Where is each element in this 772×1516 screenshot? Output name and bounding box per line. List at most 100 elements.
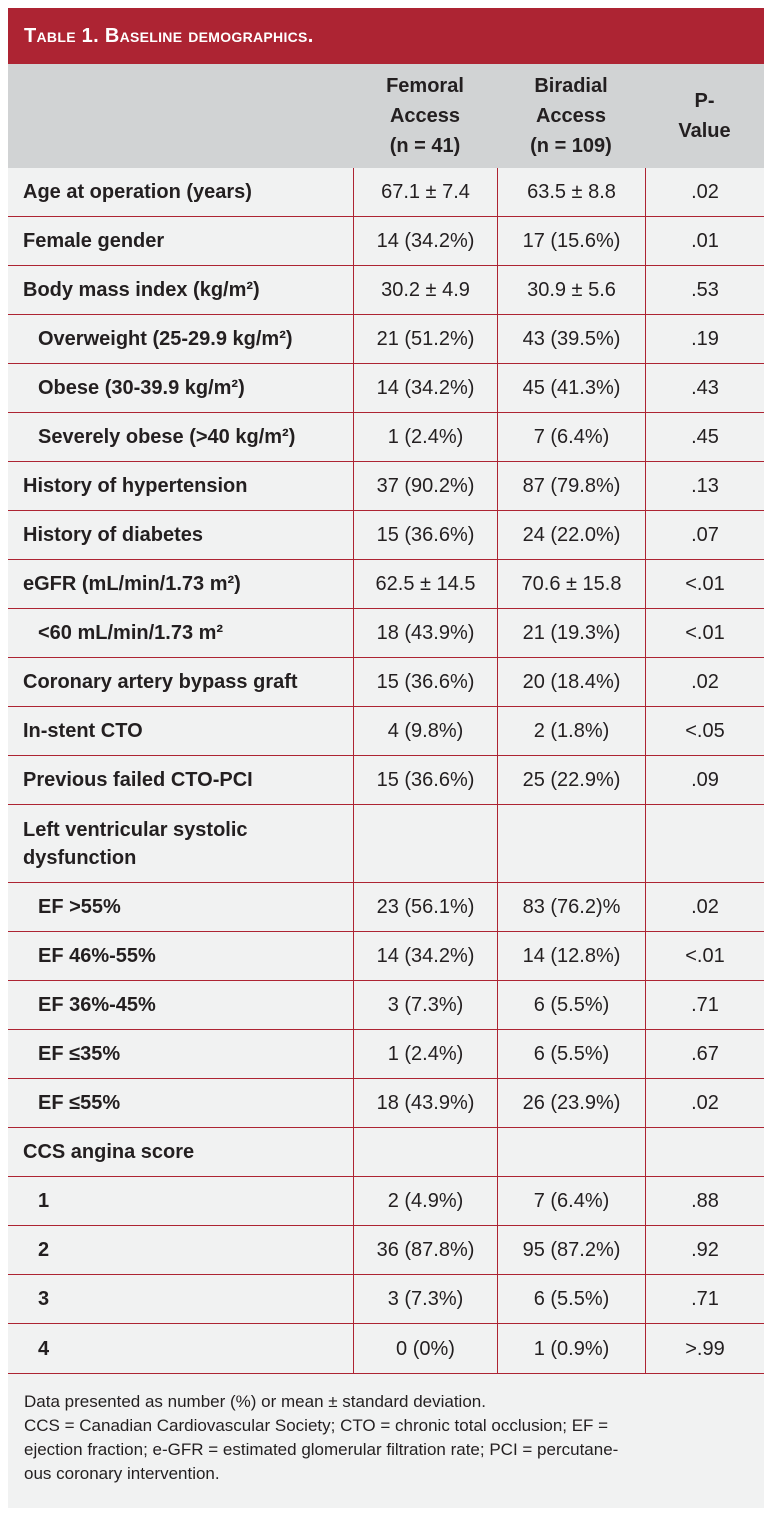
p-value: .02: [645, 658, 764, 706]
biradial-value: 6 (5.5%): [497, 1275, 645, 1323]
p-value: .01: [645, 217, 764, 265]
table-row: Coronary artery bypass graft 15 (36.6%) 20…: [8, 658, 764, 707]
p-value: .43: [645, 364, 764, 412]
row-label: <60 mL/min/1.73 m²: [38, 622, 224, 644]
row-label: EF >55%: [38, 896, 121, 918]
femoral-value: 30.2 ± 4.9: [353, 266, 497, 314]
footnote-line-1: Data presented as number (%) or mean ± s…: [24, 1392, 486, 1411]
femoral-value: 14 (34.2%): [353, 932, 497, 980]
p-value: <.05: [645, 707, 764, 755]
table-row: Age at operation (years) 67.1 ± 7.4 63.5 ±…: [8, 168, 764, 217]
p-value: .71: [645, 981, 764, 1029]
femoral-value: 21 (51.2%): [353, 315, 497, 363]
biradial-value: 87 (79.8%): [497, 462, 645, 510]
femoral-value: 62.5 ± 14.5: [353, 560, 497, 608]
biradial-value: 45 (41.3%): [497, 364, 645, 412]
p-value-header-text: P- Value: [678, 90, 731, 142]
p-value: <.01: [645, 609, 764, 657]
table-row: In-stent CTO 4 (9.8%) 2 (1.8%) <.05: [8, 707, 764, 756]
femoral-value: 67.1 ± 7.4: [353, 168, 497, 216]
table-row: 1 2 (4.9%) 7 (6.4%) .88: [8, 1177, 764, 1226]
row-label: Age at operation (years): [23, 181, 252, 203]
biradial-value: 26 (23.9%): [497, 1079, 645, 1127]
table-title-bar: Table 1. Baseline demographics.: [8, 8, 764, 64]
femoral-value: 37 (90.2%): [353, 462, 497, 510]
table-row: CCS angina score: [8, 1128, 764, 1177]
table-figure: Table 1. Baseline demographics. Femoral …: [8, 8, 764, 1508]
p-value: .67: [645, 1030, 764, 1078]
p-value: .02: [645, 1079, 764, 1127]
p-value: .88: [645, 1177, 764, 1225]
biradial-value: 6 (5.5%): [497, 981, 645, 1029]
table-row: 3 3 (7.3%) 6 (5.5%) .71: [8, 1275, 764, 1324]
table-body: Age at operation (years) 67.1 ± 7.4 63.5 ±…: [8, 168, 764, 1373]
p-value: >.99: [645, 1324, 764, 1373]
row-label: In-stent CTO: [23, 720, 143, 742]
row-label: Previous failed CTO-PCI: [23, 769, 253, 791]
table-title: Table 1. Baseline demographics.: [24, 24, 314, 47]
biradial-value: 21 (19.3%): [497, 609, 645, 657]
table-row: eGFR (mL/min/1.73 m²) 62.5 ± 14.5 70.6 ± 1…: [8, 560, 764, 609]
p-value: .07: [645, 511, 764, 559]
row-label: EF 36%-45%: [38, 994, 156, 1016]
p-value: .09: [645, 756, 764, 804]
row-label: 1: [38, 1190, 50, 1212]
row-label: CCS angina score: [23, 1141, 195, 1163]
table-row: <60 mL/min/1.73 m² 18 (43.9%) 21 (19.3%) <.…: [8, 609, 764, 658]
femoral-value: 3 (7.3%): [353, 1275, 497, 1323]
biradial-value: 2 (1.8%): [497, 707, 645, 755]
column-header-p-value: P- Value: [645, 64, 764, 168]
biradial-value: 30.9 ± 5.6: [497, 266, 645, 314]
biradial-value: 20 (18.4%): [497, 658, 645, 706]
column-header-row: Femoral Access (n = 41) Biradial Access …: [8, 64, 764, 168]
row-label: History of hypertension: [23, 475, 248, 497]
p-value: .02: [645, 883, 764, 931]
biradial-value: 70.6 ± 15.8: [497, 560, 645, 608]
p-value: .71: [645, 1275, 764, 1323]
table-row: Overweight (25-29.9 kg/m²) 21 (51.2%) 43 (…: [8, 315, 764, 364]
biradial-value: 24 (22.0%): [497, 511, 645, 559]
row-label: eGFR (mL/min/1.73 m²): [23, 573, 241, 595]
biradial-value: 25 (22.9%): [497, 756, 645, 804]
table-row: EF ≤35% 1 (2.4%) 6 (5.5%) .67: [8, 1030, 764, 1079]
femoral-value: 18 (43.9%): [353, 1079, 497, 1127]
row-label: EF ≤55%: [38, 1092, 121, 1114]
femoral-value: 4 (9.8%): [353, 707, 497, 755]
table-row: 2 36 (87.8%) 95 (87.2%) .92: [8, 1226, 764, 1275]
femoral-value: 0 (0%): [353, 1324, 497, 1373]
table-row: EF >55% 23 (56.1%) 83 (76.2)% .02: [8, 883, 764, 932]
row-label: Overweight (25-29.9 kg/m²): [38, 328, 293, 350]
biradial-value: [497, 805, 645, 882]
table-row: Body mass index (kg/m²) 30.2 ± 4.9 30.9 ± …: [8, 266, 764, 315]
table-row: History of diabetes 15 (36.6%) 24 (22.0%).…: [8, 511, 764, 560]
femoral-value: 14 (34.2%): [353, 364, 497, 412]
femoral-value: 1 (2.4%): [353, 413, 497, 461]
femoral-value: 2 (4.9%): [353, 1177, 497, 1225]
table-row: EF ≤55% 18 (43.9%) 26 (23.9%) .02: [8, 1079, 764, 1128]
row-label: History of diabetes: [23, 524, 204, 546]
table-row: Obese (30-39.9 kg/m²) 14 (34.2%) 45 (41.3%…: [8, 364, 764, 413]
femoral-value: 36 (87.8%): [353, 1226, 497, 1274]
femoral-value: 14 (34.2%): [353, 217, 497, 265]
row-label: EF ≤35%: [38, 1043, 121, 1065]
table-footnote: Data presented as number (%) or mean ± s…: [8, 1373, 764, 1486]
p-value: <.01: [645, 932, 764, 980]
p-value: [645, 1128, 764, 1176]
p-value: <.01: [645, 560, 764, 608]
table-row: Left ventricular systolic dysfunction: [8, 805, 764, 883]
biradial-value: 83 (76.2)%: [497, 883, 645, 931]
table-row: Severely obese (>40 kg/m²) 1 (2.4%) 7 (6.4…: [8, 413, 764, 462]
row-label: Obese (30-39.9 kg/m²): [38, 377, 245, 399]
p-value: .92: [645, 1226, 764, 1274]
footnote-line-2: CCS = Canadian Cardiovascular Society; C…: [24, 1416, 619, 1483]
biradial-value: 14 (12.8%): [497, 932, 645, 980]
p-value: .13: [645, 462, 764, 510]
femoral-value: 18 (43.9%): [353, 609, 497, 657]
column-header-variable: [8, 64, 353, 168]
row-label: Female gender: [23, 230, 165, 252]
biradial-value: 7 (6.4%): [497, 1177, 645, 1225]
table-row: Previous failed CTO-PCI 15 (36.6%) 25 (22.…: [8, 756, 764, 805]
row-label: Left ventricular systolic dysfunction: [23, 818, 248, 869]
femoral-value: [353, 1128, 497, 1176]
table-row: Female gender 14 (34.2%) 17 (15.6%) .01: [8, 217, 764, 266]
